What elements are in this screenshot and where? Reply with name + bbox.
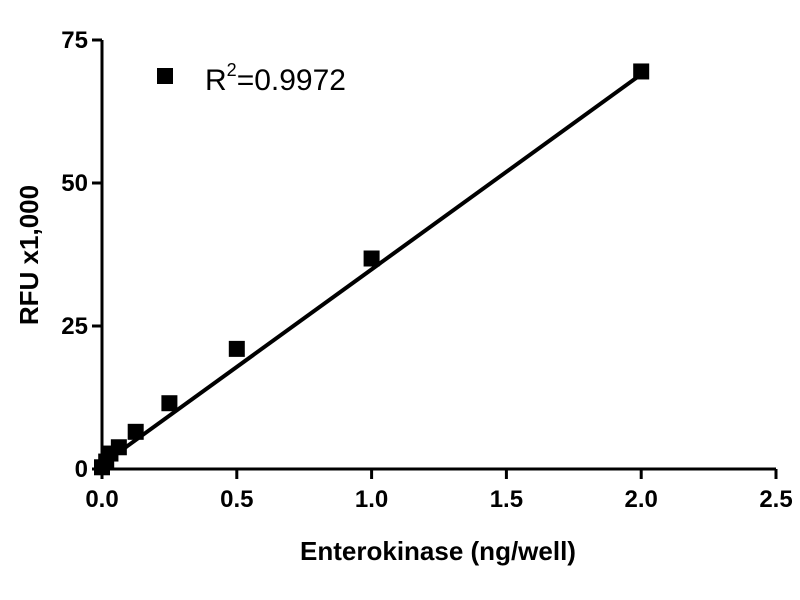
data-point	[127, 423, 144, 440]
y-tick-label: 25	[61, 313, 88, 340]
fit-line	[100, 72, 643, 467]
x-tick-label: 2.5	[759, 486, 792, 513]
data-point	[161, 395, 178, 412]
y-tick-label: 50	[61, 170, 88, 197]
y-tick-label: 0	[75, 456, 88, 483]
legend-marker	[157, 68, 173, 84]
legend: R2=0.9972	[157, 60, 346, 97]
y-tick-label: 75	[61, 27, 88, 54]
data-point	[633, 63, 650, 80]
data-point	[228, 340, 245, 357]
x-tick-label: 1.0	[355, 486, 388, 513]
data-point	[110, 439, 127, 456]
y-axis: 0 25 50 75	[61, 27, 104, 483]
legend-label-prefix: R	[205, 64, 227, 97]
legend-label-sup: 2	[227, 60, 237, 80]
legend-label-suffix: =0.9972	[237, 64, 346, 97]
data-point	[363, 250, 380, 267]
x-tick-label: 1.5	[490, 486, 523, 513]
x-axis-title: Enterokinase (ng/well)	[300, 536, 576, 566]
legend-label: R2=0.9972	[205, 60, 346, 97]
x-axis: 0.0 0.5 1.0 1.5 2.0 2.5	[85, 467, 793, 513]
x-tick-label: 2.0	[625, 486, 658, 513]
fit-line-group	[100, 72, 643, 467]
y-axis-title: RFU x1,000	[14, 185, 44, 325]
data-points	[94, 63, 650, 476]
x-tick-label: 0.5	[220, 486, 253, 513]
x-tick-label: 0.0	[85, 486, 118, 513]
